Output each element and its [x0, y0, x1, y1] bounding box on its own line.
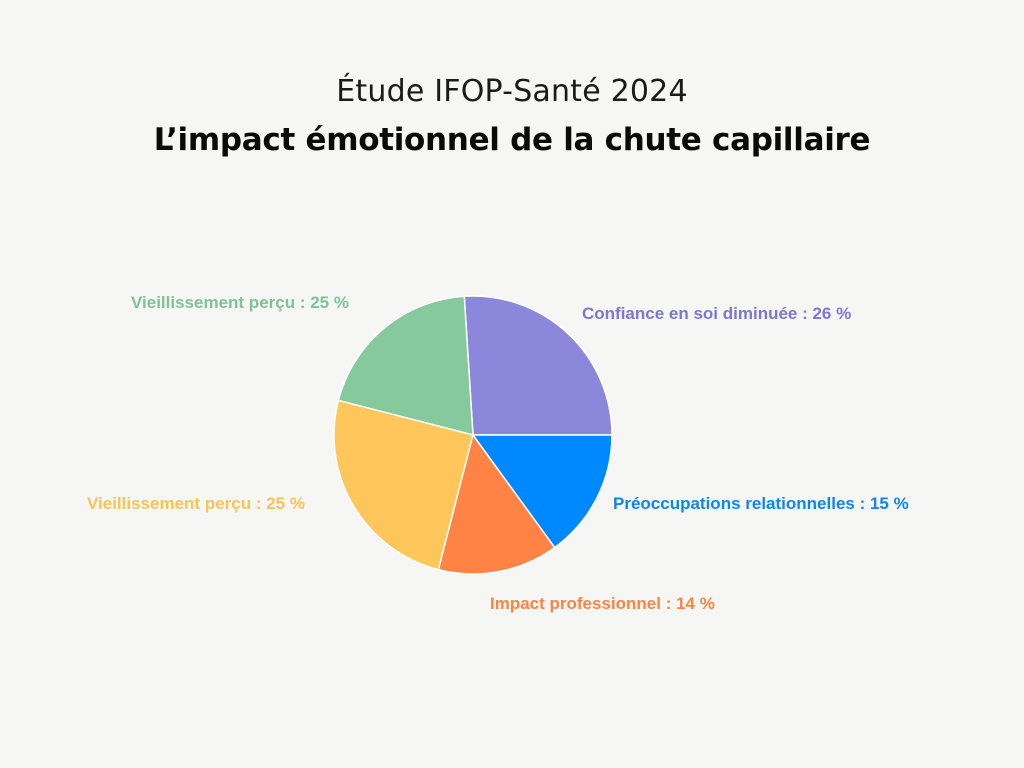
- pie-slice-5-preoccupations-relationnelles: [471, 434, 613, 549]
- chart-subtitle: Étude IFOP-Santé 2024: [336, 74, 688, 109]
- pie-label-5-preoccupations-relationnelles: Préoccupations relationnelles : 15 %: [613, 494, 909, 513]
- pie-slice-4-impact-professionnel: [437, 433, 556, 575]
- pie-label-1-confiance-en-soi-diminuee: Confiance en soi diminuée : 26 %: [582, 304, 852, 323]
- pie-slice-1-confiance-en-soi-diminuee: [463, 295, 613, 436]
- chart-title: L’impact émotionnel de la chute capillai…: [153, 122, 871, 158]
- pie-slice-2-vieillissement-percu: [337, 295, 474, 436]
- pie-label-3-vieillissement-percu: Vieillissement perçu : 25 %: [87, 494, 305, 513]
- pie-label-2-vieillissement-percu: Vieillissement perçu : 25 %: [131, 293, 349, 312]
- pie-slice-3-vieillissement-percu: [333, 399, 474, 571]
- pie-label-4-impact-professionnel: Impact professionnel : 14 %: [490, 594, 715, 613]
